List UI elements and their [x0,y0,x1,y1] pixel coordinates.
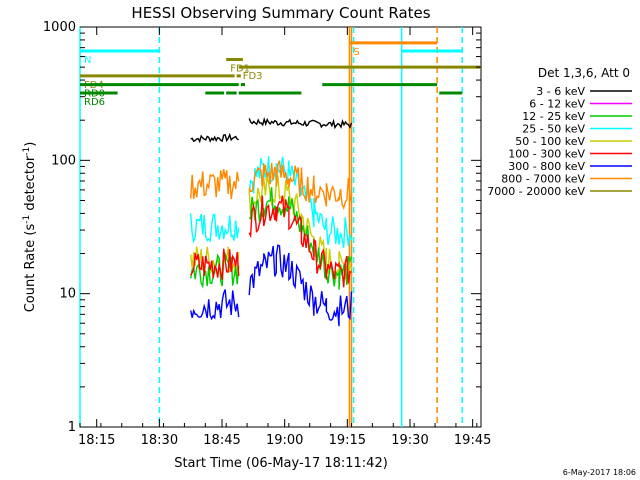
series-line-0-1 [248,116,353,130]
y-axis: 1 10 100 1000 [43,20,481,435]
y-tick-label-0: 1 [68,420,76,435]
series-line-4-1 [248,195,352,288]
y-tick-label-1: 10 [59,287,76,302]
x-tick-label-3: 19:00 [266,433,303,448]
legend-label-0: 3 - 6 keV [536,85,585,98]
footer-stamp: 6-May-2017 18:06 [563,468,636,477]
y-axis-label: Count Rate (s-1 detector-1) [22,142,38,313]
y-axis-label-sup1: -1 [22,215,32,224]
x-axis: 18:15 18:30 18:45 19:00 19:15 19:30 19:45 [78,27,491,448]
x-tick-label-6: 19:45 [454,433,491,448]
series-line-3-1 [248,187,353,290]
x-tick-label-5: 19:30 [391,433,428,448]
state-bar-label-0: N [84,55,91,66]
x-tick-label-0: 18:15 [78,433,115,448]
x-tick-label-4: 19:15 [329,433,366,448]
series-line-0-0 [190,132,239,144]
legend-label-1: 6 - 12 keV [529,98,585,111]
legend-label-2: 12 - 25 keV [522,110,585,123]
y-tick-label-3: 1000 [43,20,76,35]
plot-frame [79,26,482,428]
legend-label-6: 300 - 800 keV [508,160,585,173]
state-bar-label-7: RD6 [84,97,105,108]
y-axis-label-part2: detector [23,155,38,215]
series-line-6-1 [248,160,353,211]
legend-label-5: 100 - 300 keV [508,148,585,161]
state-bar-label-3: FD1 [230,64,250,75]
series-group [190,116,353,327]
legend-label-3: 25 - 50 keV [522,123,585,136]
y-axis-label-part3: ) [23,142,38,147]
x-tick-label-1: 18:30 [141,433,178,448]
state-bars: NSFD1FD3FD4RD0RD6 [80,41,481,108]
y-axis-label-sup2: -1 [22,147,32,156]
y-axis-label-part1: Count Rate (s [23,224,38,313]
series-line-4-0 [190,248,240,281]
series-line-1-0 [190,213,240,245]
series-line-6-0 [190,168,240,200]
series-line-5-0 [190,289,240,321]
state-bar-label-4: FD3 [243,71,263,82]
state-bar-label-1: S [353,47,359,58]
legend-label-7: 800 - 7000 keV [501,173,585,186]
chart-title: HESSI Observing Summary Count Rates [131,4,430,22]
vertical-markers [79,27,463,427]
legend-title: Det 1,3,6, Att 0 [538,66,630,80]
series-line-5-1 [248,244,353,327]
x-axis-label: Start Time (06-May-17 18:11:42) [174,456,388,471]
x-tick-label-2: 18:45 [203,433,240,448]
legend-label-8: 7000 - 20000 keV [487,185,585,198]
legend-label-4: 50 - 100 keV [515,135,585,148]
y-tick-label-2: 100 [51,153,76,168]
